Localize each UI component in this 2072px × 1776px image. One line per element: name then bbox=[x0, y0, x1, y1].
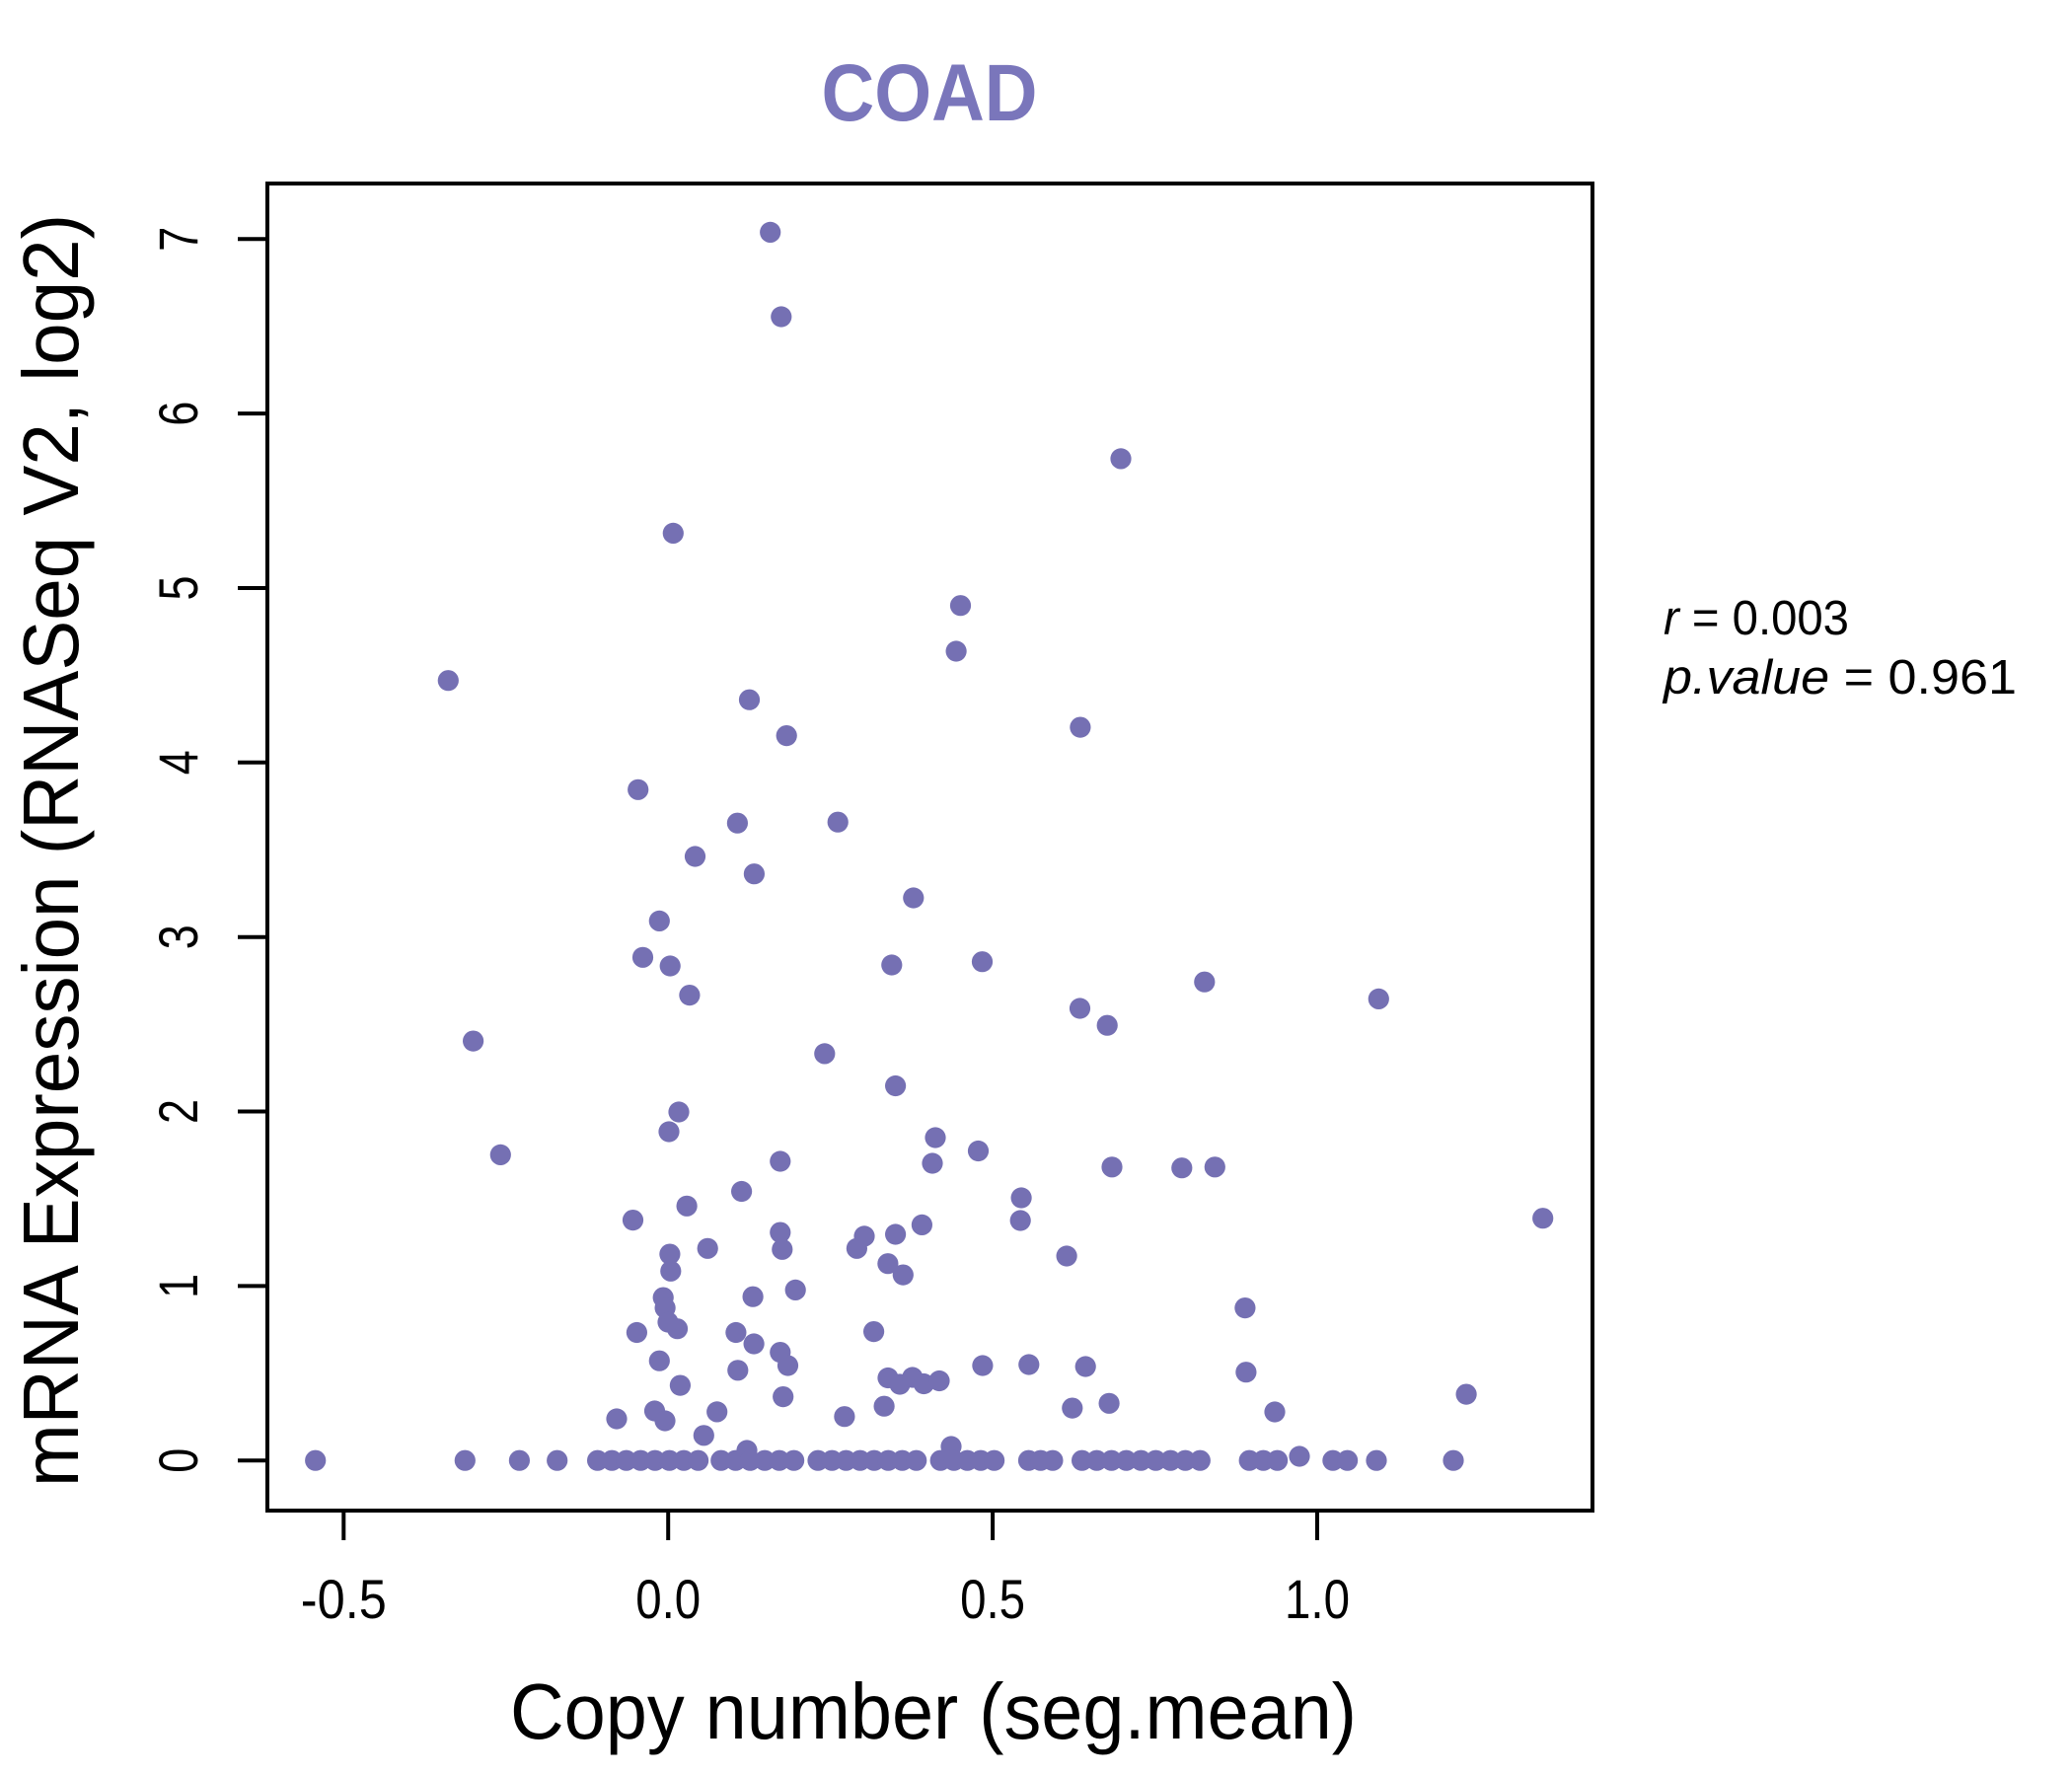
svg-text:4: 4 bbox=[147, 750, 209, 775]
svg-text:Copy number (seg.mean): Copy number (seg.mean) bbox=[510, 1667, 1357, 1755]
svg-text:0.0: 0.0 bbox=[635, 1568, 701, 1630]
svg-text:0: 0 bbox=[147, 1448, 209, 1473]
svg-text:7: 7 bbox=[147, 227, 209, 252]
svg-text:2: 2 bbox=[147, 1099, 209, 1124]
svg-text:mRNA Expression (RNASeq V2, lo: mRNA Expression (RNASeq V2, log2) bbox=[7, 214, 95, 1487]
svg-text:6: 6 bbox=[147, 402, 209, 426]
svg-text:COAD: COAD bbox=[822, 48, 1038, 138]
svg-text:1: 1 bbox=[147, 1274, 209, 1298]
svg-text:1.0: 1.0 bbox=[1285, 1568, 1350, 1630]
svg-text:p.value = 0.961: p.value = 0.961 bbox=[1662, 651, 2017, 704]
svg-text:0.5: 0.5 bbox=[960, 1568, 1025, 1630]
svg-text:r = 0.003: r = 0.003 bbox=[1664, 592, 1849, 645]
svg-text:-0.5: -0.5 bbox=[301, 1568, 387, 1630]
svg-text:3: 3 bbox=[147, 925, 209, 949]
svg-text:5: 5 bbox=[147, 576, 209, 601]
